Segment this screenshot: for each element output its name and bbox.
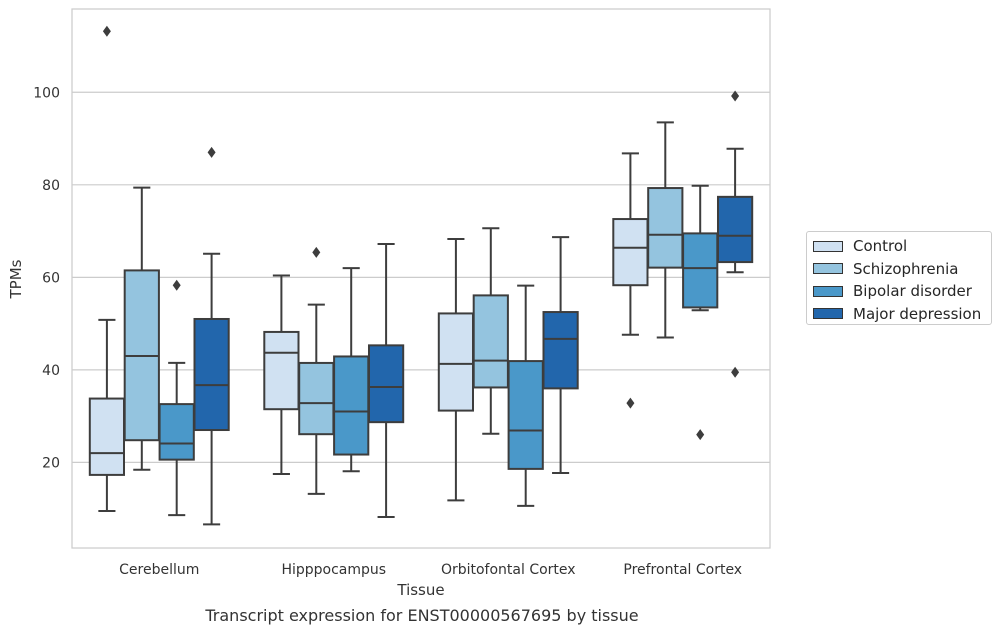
box-body <box>507 360 544 470</box>
legend-swatch <box>813 263 843 274</box>
box-body <box>158 403 195 461</box>
x-tick-label: Prefrontal Cortex <box>623 562 742 578</box>
box-major-depression <box>367 243 405 519</box>
chart-caption: Transcript expression for ENST0000056769… <box>205 606 639 625</box>
legend-label: Control <box>853 237 908 255</box>
legend-swatch <box>813 308 843 319</box>
legend-label: Bipolar disorder <box>853 282 972 300</box>
legend: Control Schizophrenia Bipolar disorder Majo… <box>806 231 992 325</box>
box-body <box>367 344 405 424</box>
legend-item: Major depression <box>813 304 981 324</box>
boxes-layer <box>88 25 754 526</box>
box-body <box>298 361 335 436</box>
box-body <box>682 232 719 309</box>
y-tick-label: 40 <box>42 363 60 379</box>
x-tick-label: Hipppocampus <box>281 562 386 578</box>
outlier-point <box>102 25 111 37</box>
outlier-point <box>312 246 321 258</box>
box-body <box>263 330 300 411</box>
box-control <box>263 274 300 475</box>
x-tick-label: Cerebellum <box>119 562 199 578</box>
box-schizophrenia <box>123 186 160 471</box>
box-control <box>88 25 126 512</box>
legend-swatch <box>813 240 843 252</box>
box-bipolar-disorder <box>158 279 195 517</box>
legend-item: Schizophrenia <box>813 259 958 279</box>
box-body <box>437 312 475 412</box>
box-body <box>88 397 126 476</box>
x-tick-labels: Cerebellum Hipppocampus Orbitofontal Corte… <box>119 562 742 578</box>
box-bipolar-disorder <box>682 184 719 441</box>
legend-label: Schizophrenia <box>853 259 959 278</box>
outlier-point <box>731 366 740 378</box>
x-tick-label: Orbitofontal Cortex <box>441 562 576 578</box>
box-bipolar-disorder <box>507 284 544 507</box>
box-body <box>333 355 370 456</box>
y-tick-label: 80 <box>42 178 60 194</box>
box-major-depression <box>716 90 754 378</box>
box-body <box>193 317 230 432</box>
box-bipolar-disorder <box>333 267 370 473</box>
box-schizophrenia <box>647 121 684 339</box>
y-tick-label: 100 <box>33 85 60 101</box>
box-major-depression <box>193 146 230 526</box>
box-body <box>472 294 509 389</box>
box-major-depression <box>542 236 579 475</box>
gridlines <box>72 91 770 464</box>
outlier-point <box>207 146 216 158</box>
y-tick-label: 60 <box>42 270 60 286</box>
box-control <box>612 152 649 409</box>
outlier-point <box>626 397 635 409</box>
y-axis-title: TPMs <box>7 259 25 299</box>
box-body <box>612 218 649 287</box>
outlier-point <box>731 90 740 102</box>
box-body <box>647 187 684 269</box>
box-schizophrenia <box>298 246 335 495</box>
legend-item: Control <box>813 236 907 256</box>
outlier-point <box>172 279 181 291</box>
box-body <box>542 311 579 390</box>
y-tick-label: 20 <box>42 455 60 471</box>
outlier-point <box>696 429 705 441</box>
y-tick-labels: 20 40 60 80 100 <box>33 85 60 471</box>
box-body <box>716 195 754 264</box>
legend-swatch <box>813 285 843 297</box>
box-schizophrenia <box>472 227 509 435</box>
x-axis-title: Tissue <box>396 581 444 599</box>
legend-label: Major depression <box>853 304 982 323</box>
box-control <box>437 237 475 502</box>
legend-item: Bipolar disorder <box>813 281 972 301</box>
